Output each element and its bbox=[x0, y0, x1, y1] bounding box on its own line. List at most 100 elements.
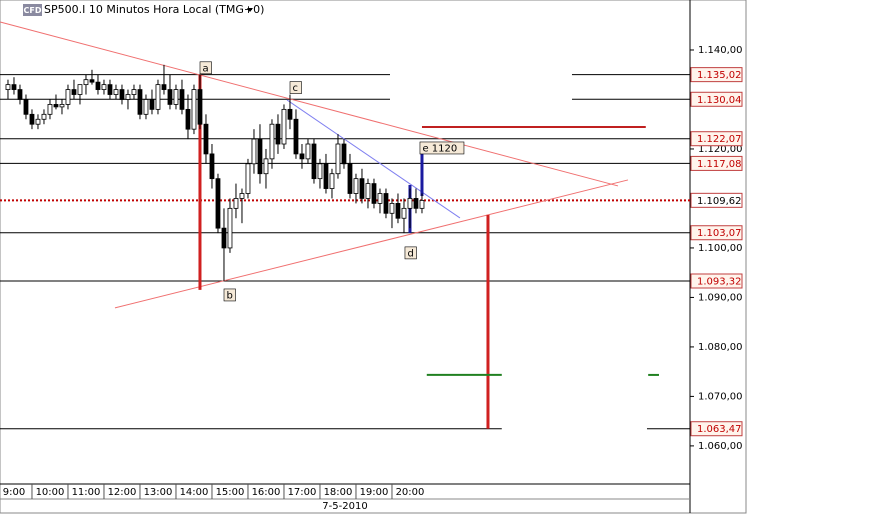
x-tick-label: 16:00 bbox=[252, 487, 281, 498]
candle-body bbox=[281, 108, 287, 145]
candle-body bbox=[119, 89, 125, 100]
x-tick-label: 20:00 bbox=[396, 487, 425, 498]
candle-body bbox=[269, 123, 275, 160]
candle-body bbox=[311, 143, 317, 180]
candle-body bbox=[353, 178, 359, 194]
candle-body bbox=[401, 207, 407, 219]
level-price-label: 1.130,04 bbox=[697, 95, 742, 106]
badge: CFD bbox=[24, 6, 42, 15]
candle-body bbox=[173, 89, 179, 105]
candle-body bbox=[221, 227, 227, 249]
candle-body bbox=[335, 143, 341, 175]
annotation-label: e 1120 bbox=[422, 143, 457, 154]
candle-body bbox=[41, 113, 47, 120]
y-tick-label: 1.140,00 bbox=[698, 45, 743, 56]
level-price-label: 1.117,08 bbox=[697, 159, 742, 170]
annotation-label: b bbox=[227, 290, 233, 301]
candle-body bbox=[185, 108, 191, 130]
candle-body bbox=[113, 89, 119, 95]
candle-body bbox=[155, 84, 161, 110]
plot-area bbox=[0, 21, 690, 430]
candle-body bbox=[329, 173, 335, 189]
title-dropdown[interactable] bbox=[247, 8, 253, 12]
x-tick-label: 15:00 bbox=[216, 487, 245, 498]
candle-body bbox=[107, 84, 113, 95]
candle-body bbox=[125, 94, 131, 100]
x-tick-label: 11:00 bbox=[72, 487, 101, 498]
candle-body bbox=[197, 89, 203, 125]
annotation-box bbox=[419, 141, 465, 155]
trend-line bbox=[286, 99, 461, 219]
candle-body bbox=[215, 178, 221, 229]
y-tick-label: 1.060,00 bbox=[698, 441, 743, 452]
annotation-box bbox=[199, 61, 212, 75]
candle-body bbox=[275, 123, 281, 145]
candle-body bbox=[203, 123, 209, 155]
y-tick-label: 1.070,00 bbox=[698, 391, 743, 402]
candle-body bbox=[341, 143, 347, 165]
candle-body bbox=[149, 99, 155, 110]
candle-body bbox=[11, 84, 17, 90]
candle-body bbox=[161, 84, 167, 90]
candle-body bbox=[383, 193, 389, 214]
candle-body bbox=[377, 193, 383, 204]
level-price-box bbox=[690, 155, 743, 171]
y-tick-label: 1.100,00 bbox=[698, 243, 743, 254]
candle-body bbox=[71, 89, 77, 95]
candle-body bbox=[251, 138, 257, 165]
candle-body bbox=[239, 193, 245, 199]
candle-body bbox=[287, 108, 293, 120]
level-price-box bbox=[690, 67, 743, 83]
x-tick-label: 9:00 bbox=[3, 487, 25, 498]
level-price-label: 1.109,62 bbox=[697, 196, 742, 207]
candle-body bbox=[95, 81, 101, 90]
candle-body bbox=[35, 118, 41, 125]
candle-body bbox=[371, 183, 377, 204]
candle-body bbox=[233, 198, 239, 209]
badge-box bbox=[23, 4, 42, 16]
candle-body bbox=[47, 104, 53, 115]
candle-body bbox=[137, 89, 143, 115]
y-tick-label: 1.080,00 bbox=[698, 342, 743, 353]
candle-body bbox=[347, 163, 353, 194]
x-axis-label: 7-5-2010 bbox=[322, 501, 367, 512]
candle-body bbox=[83, 79, 89, 86]
x-tick-label: 10:00 bbox=[36, 487, 65, 498]
candle-body bbox=[317, 163, 323, 180]
annotation-box bbox=[404, 246, 417, 260]
candle-body bbox=[131, 89, 137, 95]
level-price-box bbox=[690, 192, 743, 208]
candle-body bbox=[65, 89, 71, 105]
candle-body bbox=[263, 158, 269, 175]
candle-body bbox=[227, 207, 233, 249]
candle-body bbox=[389, 202, 395, 214]
x-tick-label: 17:00 bbox=[288, 487, 317, 498]
candle-body bbox=[29, 113, 35, 125]
candle-body bbox=[17, 89, 23, 100]
candle-body bbox=[191, 89, 197, 130]
candle-body bbox=[299, 153, 305, 160]
candle-body bbox=[323, 163, 329, 189]
candle-body bbox=[179, 89, 185, 110]
chart-frame bbox=[0, 0, 747, 514]
level-price-label: 1.103,07 bbox=[697, 228, 742, 239]
candle-body bbox=[407, 198, 413, 209]
level-price-label: 1.063,47 bbox=[697, 424, 742, 435]
annotation-box bbox=[289, 81, 302, 94]
candle-body bbox=[395, 202, 401, 219]
candle-body bbox=[5, 84, 11, 90]
candle-body bbox=[359, 178, 365, 199]
level-price-box bbox=[690, 131, 743, 147]
candle-body bbox=[209, 153, 215, 180]
x-tick-label: 14:00 bbox=[180, 487, 209, 498]
x-tick-label: 19:00 bbox=[360, 487, 389, 498]
candle-body bbox=[365, 183, 371, 199]
level-price-box bbox=[690, 91, 743, 107]
level-price-box bbox=[690, 225, 743, 241]
y-tick-label: 1.090,00 bbox=[698, 292, 743, 303]
candle-body bbox=[257, 138, 263, 175]
level-price-label: 1.122,07 bbox=[697, 134, 742, 145]
candle-body bbox=[293, 118, 299, 155]
level-price-label: 1.135,02 bbox=[697, 70, 742, 81]
candle-body bbox=[53, 104, 59, 108]
